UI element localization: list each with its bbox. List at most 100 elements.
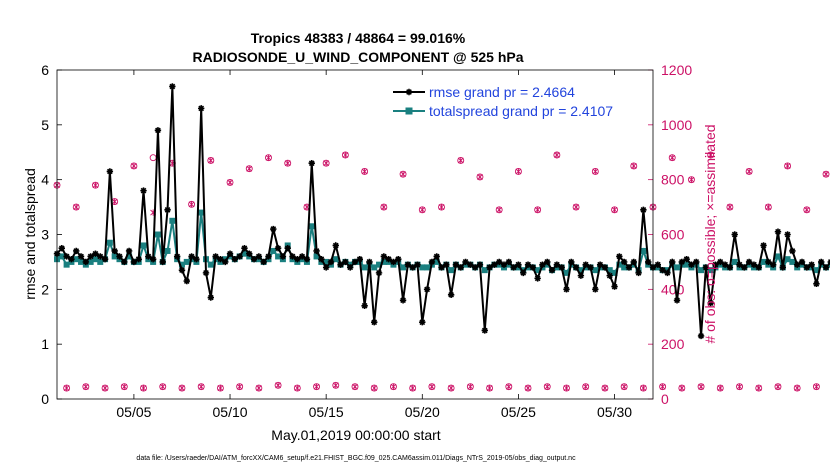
- totalspread-point: [707, 267, 714, 274]
- obs-assimilated-point: [669, 154, 676, 161]
- obs-assimilated-point: [477, 173, 483, 181]
- obs-assimilated-point: [284, 160, 291, 167]
- totalspread-point: [400, 264, 407, 271]
- totalspread-point: [178, 261, 185, 268]
- obs-assimilated-point: [678, 384, 685, 392]
- totalspread-point: [606, 267, 613, 274]
- rmse-point: [154, 127, 162, 134]
- rmse-point: [351, 258, 359, 266]
- rmse-point: [784, 231, 791, 238]
- y-left-tick-label: 0: [41, 391, 49, 407]
- obs-assimilated-point: [726, 203, 733, 211]
- rmse-point: [274, 245, 282, 252]
- rmse-point: [481, 327, 488, 334]
- rmse-point: [544, 258, 551, 266]
- totalspread-point: [611, 269, 618, 276]
- rmse-point: [202, 269, 210, 277]
- obs-assimilated-point: [582, 383, 589, 390]
- totalspread-point: [111, 253, 118, 260]
- totalspread-point: [380, 258, 387, 265]
- totalspread-point: [371, 264, 378, 271]
- obs-assimilated-point: [794, 384, 801, 392]
- obs-assimilated-point: [659, 383, 666, 390]
- rmse-point: [630, 258, 637, 266]
- rmse-point: [702, 264, 710, 271]
- rmse-point: [193, 255, 200, 263]
- obs-assimilated-point: [544, 383, 551, 390]
- obs-assimilated-point: [130, 162, 137, 170]
- obs-assimilated-point: [102, 384, 108, 392]
- y-right-tick-label: 1000: [661, 117, 692, 133]
- rmse-point: [717, 258, 724, 266]
- rmse-point: [520, 269, 527, 277]
- rmse-point: [294, 255, 301, 263]
- rmse-point: [159, 258, 166, 266]
- totalspread-point: [640, 247, 647, 254]
- rmse-point: [298, 253, 306, 260]
- totalspread-point: [683, 261, 690, 268]
- rmse-point: [130, 258, 138, 266]
- totalspread-point: [58, 253, 65, 260]
- obs-assimilated-point: [813, 383, 820, 390]
- rmse-point: [327, 258, 335, 266]
- rmse-point: [255, 253, 263, 260]
- y-right-tick-label: 1200: [661, 62, 692, 78]
- obs-assimilated-point: [803, 206, 810, 214]
- rmse-point: [688, 261, 695, 268]
- obs-assimilated-point: [823, 170, 829, 178]
- rmse-point: [409, 264, 416, 271]
- rmse-point: [577, 272, 585, 279]
- obs-assimilated-point: [573, 203, 580, 211]
- rmse-point: [77, 253, 85, 260]
- rmse-point: [260, 258, 267, 266]
- obs-assimilated-point: [63, 384, 70, 392]
- obs-assimilated-point: [332, 382, 339, 389]
- obs-assimilated-point: [419, 206, 426, 214]
- rmse-point: [361, 302, 368, 309]
- totalspread-point: [774, 253, 781, 260]
- rmse-point: [197, 105, 205, 112]
- obs-assimilated-point: [467, 383, 474, 390]
- rmse-point: [419, 319, 426, 326]
- obs-assimilated-point: [534, 206, 541, 214]
- rmse-point: [620, 258, 628, 266]
- totalspread-point: [308, 223, 315, 230]
- rmse-point: [265, 253, 272, 260]
- rmse-point: [217, 255, 224, 263]
- rmse-point: [769, 261, 777, 268]
- totalspread-point: [577, 267, 584, 274]
- rmse-point: [515, 261, 522, 268]
- obs-assimilated-point: [563, 384, 570, 392]
- obs-assimilated-point: [438, 203, 445, 211]
- rmse-point: [741, 264, 748, 271]
- obs-assimilated-point: [352, 383, 358, 390]
- obs-assimilated-point: [765, 203, 772, 211]
- rmse-point: [726, 264, 734, 271]
- totalspread-point: [164, 247, 171, 254]
- y-left-tick-label: 2: [41, 281, 49, 297]
- totalspread-point: [731, 258, 738, 265]
- rmse-point: [231, 255, 239, 263]
- totalspread-point: [270, 247, 277, 254]
- obs-assimilated-point: [688, 176, 695, 183]
- obs-assimilated-point: [630, 162, 637, 170]
- totalspread-point: [207, 261, 214, 268]
- obs-assimilated-point: [188, 201, 195, 208]
- rmse-point: [582, 261, 589, 268]
- obs-assimilated-point: [342, 151, 349, 159]
- obs-assimilated-point: [736, 383, 743, 390]
- obs-assimilated-point: [198, 383, 205, 390]
- rmse-point: [563, 286, 570, 293]
- rmse-point: [606, 272, 613, 279]
- totalspread-point: [813, 267, 820, 274]
- legend-rmse-star: [405, 88, 413, 96]
- rmse-point: [683, 255, 690, 263]
- rmse-point: [164, 206, 171, 214]
- rmse-point: [601, 264, 609, 271]
- rmse-point: [712, 261, 719, 268]
- obs-assimilated-point: [294, 384, 301, 392]
- rmse-point: [178, 266, 186, 274]
- rmse-point: [313, 247, 320, 255]
- rmse-markers: [53, 83, 830, 340]
- obs-assimilated-point: [313, 383, 320, 390]
